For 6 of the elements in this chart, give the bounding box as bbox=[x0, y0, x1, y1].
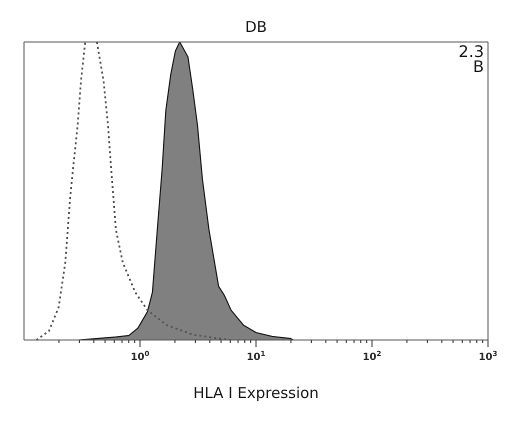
x-tick-label: 10$^{3}$ bbox=[478, 350, 498, 363]
chart-title: DB bbox=[244, 18, 268, 36]
x-tick-label: 10$^{1}$ bbox=[246, 350, 266, 363]
x-tick-label: 10$^{0}$ bbox=[130, 350, 150, 363]
x-tick-label: 10$^{2}$ bbox=[362, 350, 382, 363]
x-axis-title: HLA I Expression bbox=[193, 384, 319, 402]
